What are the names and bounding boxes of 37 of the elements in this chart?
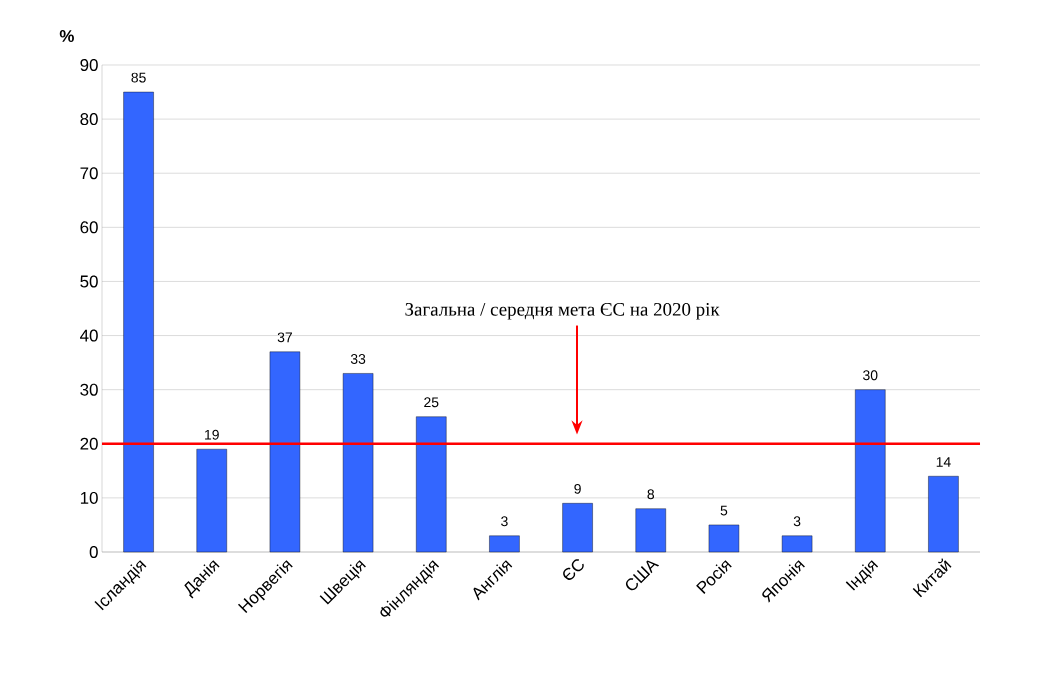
data-label: 19: [205, 429, 219, 440]
data-label: 37: [277, 332, 292, 343]
data-label: 3: [793, 516, 801, 527]
data-label: 25: [424, 397, 439, 408]
bar: [123, 91, 154, 553]
bar: [635, 508, 666, 553]
y-tick-label: 20: [80, 437, 98, 450]
data-label: 14: [936, 457, 951, 467]
bar: [196, 448, 227, 553]
data-label: 8: [647, 489, 655, 500]
y-tick-label: 90: [80, 59, 98, 71]
bar: [342, 373, 374, 553]
y-tick-label: 30: [80, 383, 98, 396]
y-tick-label: 10: [80, 491, 98, 504]
bar: [855, 389, 886, 553]
y-tick-label: 80: [80, 113, 98, 126]
x-tick-label: ЄС: [563, 559, 584, 580]
annotation: Загальна / середня мета ЄС на 2020 рік: [405, 302, 720, 320]
bar: [489, 535, 520, 553]
data-label: 33: [350, 354, 366, 364]
data-label: 30: [863, 370, 878, 381]
data-label: 3: [501, 516, 508, 527]
y-tick-label: 0: [89, 546, 98, 558]
data-label: 5: [720, 505, 728, 516]
bar: [708, 524, 740, 553]
y-axis-title: %: [59, 30, 74, 42]
y-tick-label: 40: [80, 329, 98, 342]
bar: [562, 503, 593, 553]
y-tick-label: 50: [80, 275, 98, 288]
data-label: 85: [131, 72, 146, 83]
bar: [928, 476, 959, 553]
bar: [781, 535, 813, 553]
bar: [416, 416, 447, 553]
y-tick-label: 60: [80, 221, 98, 234]
data-label: 9: [574, 483, 581, 494]
y-tick-label: 70: [80, 167, 98, 180]
bar: [269, 351, 301, 553]
